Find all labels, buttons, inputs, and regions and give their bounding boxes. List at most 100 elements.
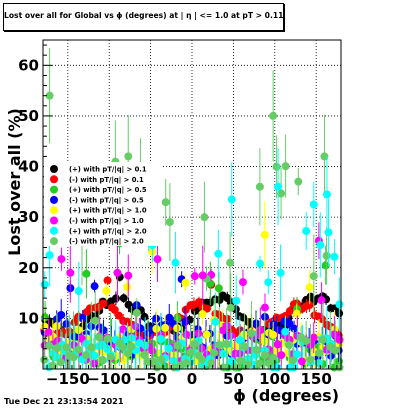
data-point [317, 296, 326, 305]
x-tick-label: 150 [301, 370, 332, 388]
legend-label: (+) with pT/|q| > 0.1 [69, 166, 147, 175]
legend-label: (+) with pT/|q| > 0.5 [69, 186, 147, 195]
grid-lines [43, 40, 341, 369]
data-point [247, 329, 256, 338]
data-point [322, 190, 331, 199]
data-point [238, 278, 247, 287]
data-point [149, 357, 158, 366]
legend-marker [50, 216, 58, 225]
data-point [276, 268, 285, 277]
data-point [309, 333, 318, 342]
data-point [123, 283, 132, 292]
y-tick-label: 40 [18, 158, 39, 176]
data-point [289, 356, 298, 365]
data-point [331, 346, 340, 355]
legend-box [44, 162, 161, 246]
data-point [273, 340, 282, 349]
data-point [281, 327, 290, 336]
legend-marker [50, 237, 58, 246]
data-point [198, 310, 207, 319]
legend-label: (-) with pT/|q| > 1.0 [69, 217, 144, 226]
data-point [198, 355, 207, 364]
data-point [226, 303, 235, 312]
data-point [87, 343, 96, 352]
legend-label: (-) with pT/|q| > 2.0 [69, 238, 144, 247]
data-point [161, 198, 170, 207]
data-point [200, 213, 209, 222]
data-point [317, 314, 326, 323]
data-point [335, 335, 344, 344]
data-point [57, 255, 66, 264]
data-point [119, 325, 128, 334]
legend-label: (+) with pT/|q| > 2.0 [69, 227, 147, 236]
data-point [91, 316, 100, 325]
data-point [132, 308, 141, 317]
data-point [211, 317, 220, 326]
data-point [218, 349, 227, 358]
data-point [99, 299, 108, 308]
legend-marker [50, 185, 58, 194]
data-point [272, 162, 281, 171]
data-point [255, 359, 264, 368]
data-point [269, 330, 278, 339]
x-tick-label: 0 [187, 370, 197, 388]
data-point [190, 272, 199, 281]
data-point [152, 324, 161, 333]
data-point [113, 268, 122, 277]
y-tick-label: 20 [18, 259, 39, 277]
data-point [131, 322, 140, 331]
data-point [186, 348, 195, 357]
data-point [56, 358, 65, 367]
data-point [235, 336, 244, 345]
data-point [305, 300, 314, 309]
data-point [171, 258, 180, 267]
data-point [252, 345, 261, 354]
y-tick-label: 10 [18, 309, 39, 327]
axis-ticks: −150−100 −50 0 50 100 150 10 20 30 40 50 60 [18, 44, 338, 388]
data-point [322, 251, 331, 260]
data-point [256, 326, 265, 335]
data-point [44, 328, 53, 337]
data-point [277, 351, 286, 360]
data-point [140, 312, 149, 321]
data-point [98, 355, 107, 364]
data-point [181, 278, 190, 287]
data-point [309, 272, 318, 281]
data-point [173, 341, 182, 350]
data-point [215, 340, 224, 349]
data-point [164, 344, 173, 353]
data-point [260, 351, 269, 360]
chart-title: Lost over all for Global vs ϕ (degrees) … [4, 11, 284, 20]
outlier-points [45, 48, 333, 305]
data-point [294, 177, 303, 186]
data-point [103, 276, 112, 285]
data-point [66, 268, 75, 277]
data-point [161, 323, 170, 332]
data-point [236, 356, 245, 365]
data-point [260, 230, 269, 239]
data-point [198, 271, 207, 280]
data-point [290, 324, 299, 333]
data-point [156, 335, 165, 344]
data-point [182, 330, 191, 339]
data-point [118, 343, 127, 352]
data-point [330, 330, 339, 339]
data-point [202, 330, 211, 339]
data-point [255, 182, 264, 191]
data-point [48, 361, 57, 370]
data-point [314, 348, 323, 357]
data-point [316, 240, 325, 249]
chart-title-box: Lost over all for Global vs ϕ (degrees) … [3, 3, 284, 31]
data-point [227, 195, 236, 204]
data-point [222, 339, 231, 348]
data-point [74, 287, 83, 296]
legend-marker [50, 226, 58, 235]
data-point [111, 294, 120, 303]
data-point [99, 326, 108, 335]
data-point [45, 341, 54, 350]
data-point [40, 280, 49, 289]
data-point [153, 255, 162, 264]
data-point [141, 341, 150, 350]
data-point [57, 310, 66, 319]
